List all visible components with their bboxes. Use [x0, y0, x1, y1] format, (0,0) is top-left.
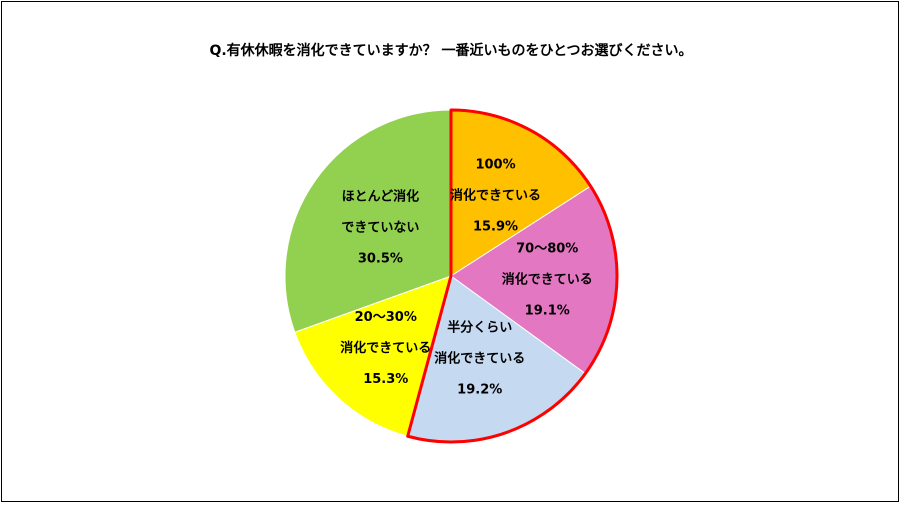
slice-category-label: できていない — [341, 220, 419, 235]
slice-category-label: 消化できている — [340, 340, 431, 356]
slice-category-label: 70～80% — [516, 242, 578, 257]
pie-slice-4 — [284, 109, 452, 333]
slice-labels: 100%消化できている 15.9%70～80%消化できている 19.1%半分くらい消… — [340, 157, 593, 397]
slice-value-label: 15.9% — [473, 219, 518, 234]
slice-value-label: 19.1% — [525, 304, 570, 319]
slice-category-label: 消化できている — [450, 187, 541, 203]
pie-slice-3 — [294, 275, 452, 437]
slice-label-1: 70～80% 消化できている 19.1% — [502, 242, 593, 319]
slice-label-0: 100% 消化できている 15.9% — [450, 157, 541, 234]
slice-value-label: 19.2% — [457, 382, 502, 397]
highlight-outline — [406, 108, 619, 444]
slice-category-label: 消化できている — [502, 272, 593, 288]
slice-label-3: 20～30% 消化できている 15.3% — [340, 310, 431, 387]
slice-category-label: ほとんど消化 — [342, 188, 420, 204]
slice-category-label: 100% — [475, 157, 515, 172]
slice-category-label: 20～30% — [355, 310, 417, 325]
slice-value-label: 15.3% — [363, 372, 408, 387]
slice-value-label: 30.5% — [358, 251, 403, 266]
slice-category-label: 半分くらい — [447, 319, 512, 335]
chart-title: Q.有休休暇を消化できていますか？ 一番近いものをひとつお選びください。 — [209, 43, 693, 59]
slice-label-2: 半分くらい消化できている 19.2% — [434, 319, 525, 397]
slice-category-label: 消化できている — [434, 350, 525, 366]
slice-label-4: ほとんど消化できていない 30.5% — [341, 188, 419, 266]
